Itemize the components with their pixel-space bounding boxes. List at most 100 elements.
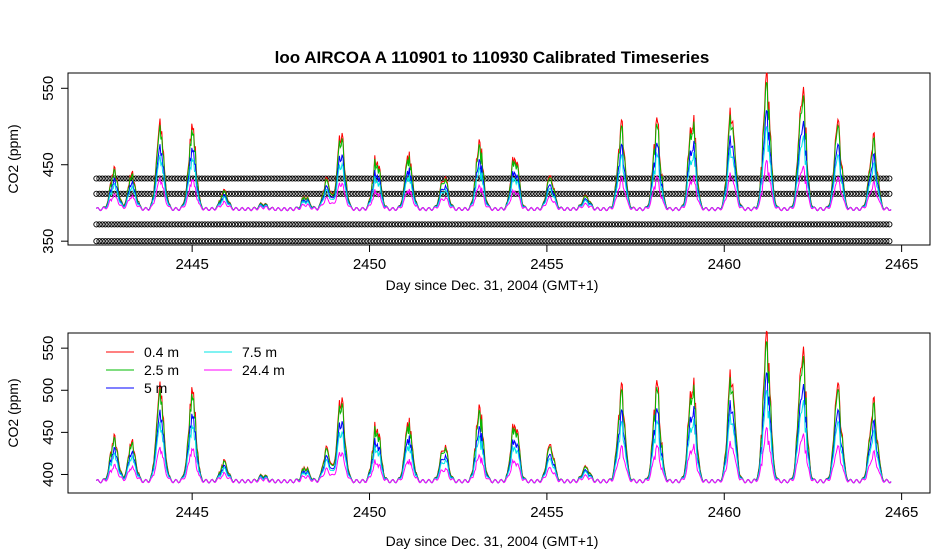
reference-marker (126, 221, 133, 228)
reference-marker (596, 175, 603, 182)
reference-marker (165, 238, 172, 245)
reference-marker (789, 221, 796, 228)
reference-marker (569, 238, 576, 245)
reference-marker (524, 175, 531, 182)
reference-marker (605, 190, 613, 197)
reference-marker (702, 221, 709, 228)
reference-marker (807, 238, 815, 245)
reference-marker (608, 221, 616, 228)
reference-marker (304, 175, 311, 182)
reference-marker (569, 221, 576, 228)
reference-marker (174, 190, 181, 197)
reference-marker (367, 221, 374, 228)
reference-marker (265, 238, 272, 245)
reference-marker (352, 238, 359, 245)
reference-marker (464, 238, 471, 245)
legend-label: 0.4 m (144, 344, 179, 360)
reference-marker (599, 221, 606, 228)
reference-marker (816, 221, 824, 228)
reference-marker (506, 221, 513, 228)
reference-marker (289, 190, 296, 197)
reference-marker (207, 175, 215, 182)
reference-marker (841, 221, 848, 228)
reference-marker (630, 238, 637, 245)
reference-marker (186, 190, 193, 197)
reference-marker (412, 238, 420, 245)
reference-marker (192, 221, 199, 228)
reference-marker (222, 238, 230, 245)
reference-marker (732, 238, 739, 245)
reference-marker (464, 190, 471, 197)
reference-marker (458, 221, 465, 228)
reference-marker (277, 238, 284, 245)
y-tick-label: 450 (40, 420, 57, 445)
reference-marker (277, 221, 284, 228)
reference-marker (605, 238, 613, 245)
reference-marker (473, 221, 480, 228)
reference-marker (826, 175, 833, 182)
reference-marker (271, 190, 278, 197)
reference-marker (316, 238, 323, 245)
reference-marker (397, 221, 404, 228)
reference-marker (768, 238, 775, 245)
reference-marker (277, 175, 284, 182)
reference-marker (382, 238, 389, 245)
reference-marker (358, 238, 365, 245)
reference-marker (313, 238, 320, 245)
reference-marker (813, 238, 821, 245)
reference-marker (780, 238, 787, 245)
reference-marker (370, 238, 377, 245)
reference-marker (726, 238, 733, 245)
reference-marker (783, 175, 790, 182)
reference-marker (256, 238, 263, 245)
reference-marker (153, 221, 160, 228)
reference-marker (334, 238, 341, 245)
reference-marker (780, 175, 787, 182)
reference-marker (714, 190, 721, 197)
legend-label: 5 m (144, 380, 167, 396)
reference-marker (235, 221, 242, 228)
reference-marker (394, 175, 401, 182)
reference-marker (421, 221, 429, 228)
reference-marker (563, 238, 570, 245)
reference-marker (102, 221, 109, 228)
reference-marker (138, 190, 145, 197)
reference-marker (256, 221, 263, 228)
reference-marker (361, 190, 368, 197)
reference-marker (268, 190, 275, 197)
reference-marker (241, 190, 248, 197)
reference-marker (783, 238, 790, 245)
reference-marker (491, 190, 498, 197)
reference-marker (259, 190, 266, 197)
reference-marker (382, 221, 389, 228)
reference-marker (352, 175, 359, 182)
reference-marker (602, 175, 610, 182)
reference-marker (627, 221, 634, 228)
reference-marker (786, 190, 793, 197)
reference-marker (530, 221, 537, 228)
reference-marker (850, 190, 857, 197)
reference-marker (108, 238, 115, 245)
reference-marker (289, 175, 296, 182)
reference-marker (346, 221, 353, 228)
reference-marker (726, 221, 733, 228)
reference-marker (560, 238, 567, 245)
reference-marker (599, 238, 606, 245)
reference-marker (298, 238, 305, 245)
reference-marker (753, 221, 760, 228)
reference-marker (816, 175, 824, 182)
reference-marker (295, 175, 302, 182)
reference-marker (247, 190, 254, 197)
reference-marker (222, 175, 230, 182)
reference-marker (850, 175, 857, 182)
reference-marker (446, 175, 453, 182)
reference-marker (235, 175, 242, 182)
reference-marker (542, 221, 549, 228)
reference-marker (584, 190, 591, 197)
reference-marker (587, 221, 594, 228)
reference-marker (428, 190, 435, 197)
reference-marker (611, 221, 619, 228)
reference-marker (693, 238, 700, 245)
reference-marker (355, 190, 362, 197)
